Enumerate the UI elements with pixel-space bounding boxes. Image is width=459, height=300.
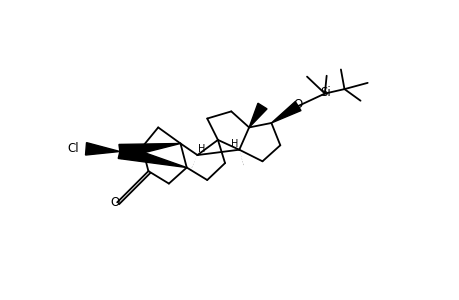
Text: O: O <box>111 196 120 209</box>
Polygon shape <box>118 145 186 167</box>
Polygon shape <box>249 103 266 128</box>
Text: O: O <box>293 98 302 111</box>
Polygon shape <box>85 142 120 155</box>
Polygon shape <box>271 101 300 123</box>
Text: H: H <box>198 144 205 154</box>
Text: Si: Si <box>320 86 330 99</box>
Text: Cl: Cl <box>67 142 79 155</box>
Polygon shape <box>119 143 180 159</box>
Text: H: H <box>230 139 238 149</box>
